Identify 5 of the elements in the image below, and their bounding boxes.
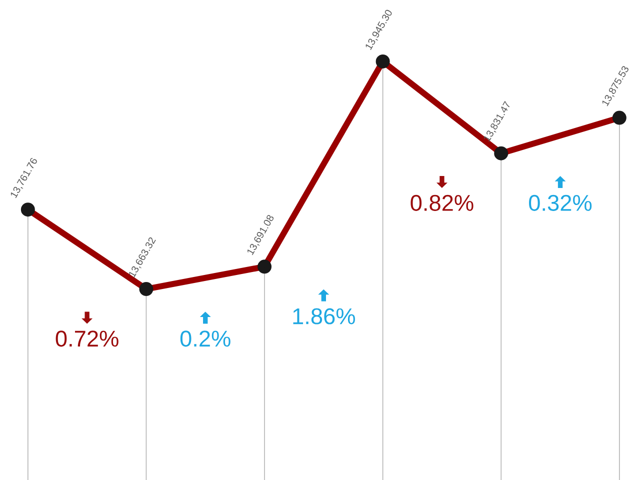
annotation: 0.32% (529, 194, 592, 211)
text: 0.2% (180, 330, 230, 347)
text: 0.72% (56, 330, 118, 347)
annotation: 0.82% (410, 194, 474, 211)
text: 1.86% (293, 308, 355, 324)
